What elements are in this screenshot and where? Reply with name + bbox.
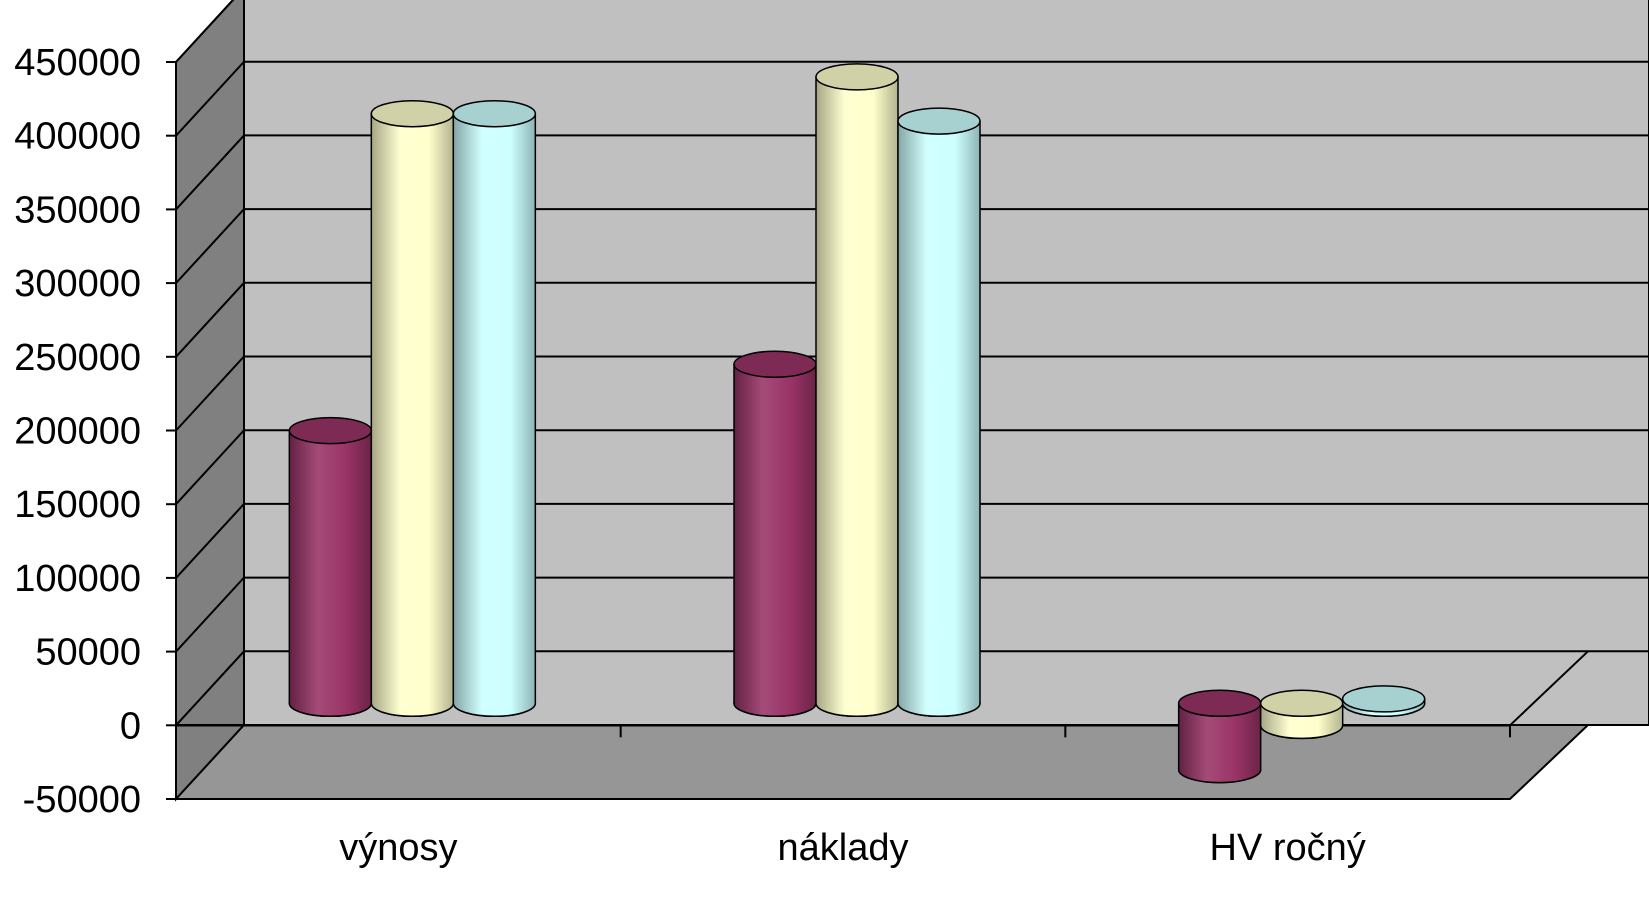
- y-tick-label: 300000: [14, 263, 141, 305]
- gridline: [175, 208, 1649, 284]
- zero-axis-depth-line: [1509, 650, 1589, 727]
- bar: [733, 350, 817, 718]
- y-tick-label: 150000: [14, 484, 141, 526]
- bar-body: [452, 112, 537, 718]
- bar-top: [1341, 685, 1426, 713]
- y-tick-label: 50000: [35, 632, 141, 674]
- y-tick-label: 350000: [14, 189, 141, 231]
- gridline: [175, 429, 1649, 505]
- bar-top: [452, 99, 537, 128]
- bar-top: [288, 416, 373, 445]
- y-tick-label: 100000: [14, 558, 141, 600]
- bar-body: [815, 76, 899, 718]
- y-tick-label: 450000: [14, 42, 141, 84]
- bar-body: [897, 120, 981, 718]
- y-axis-tick-labels: -50000 0 50000 100000 150000 200000 250000 3000…: [14, 42, 141, 821]
- bar-top: [1177, 689, 1262, 718]
- bar: [1259, 689, 1344, 740]
- bar: [370, 99, 455, 718]
- bar-top: [1259, 689, 1344, 718]
- bar: [1177, 689, 1262, 784]
- x-tick-label: výnosy: [339, 827, 457, 869]
- x-tick-label: náklady: [778, 827, 909, 869]
- y-tick-label: 200000: [14, 411, 141, 453]
- y-tick-label: 400000: [14, 116, 141, 158]
- gridline: [175, 502, 1649, 579]
- side-wall: [175, 0, 245, 802]
- y-tick-label: -50000: [23, 779, 141, 821]
- gridline: [175, 576, 1649, 653]
- bar: [288, 416, 373, 718]
- bar-group: [288, 63, 1426, 784]
- floor: [173, 724, 1591, 800]
- bar-body: [1177, 702, 1262, 784]
- bar-top: [897, 107, 981, 135]
- bar: [1341, 685, 1426, 718]
- x-axis-tick-labels: výnosy náklady HV ročný: [339, 827, 1366, 869]
- bar: [897, 107, 981, 718]
- gridline: [175, 134, 1649, 211]
- gridline: [175, 0, 235, 63]
- bar-top: [370, 99, 455, 128]
- gridline: [175, 60, 1649, 137]
- bar-body: [288, 429, 373, 718]
- bar-body: [733, 363, 817, 718]
- bar-body: [370, 112, 455, 718]
- y-tick-label: 250000: [14, 337, 141, 379]
- x-tick-label: HV ročný: [1210, 827, 1366, 869]
- bar-top: [733, 350, 817, 379]
- gridline: [175, 355, 1649, 432]
- gridline: [175, 281, 1649, 358]
- bar: [815, 63, 899, 718]
- bar-top: [815, 63, 899, 91]
- y-tick-label: 0: [120, 705, 141, 747]
- bar: [452, 99, 537, 718]
- gridline: [175, 650, 1649, 726]
